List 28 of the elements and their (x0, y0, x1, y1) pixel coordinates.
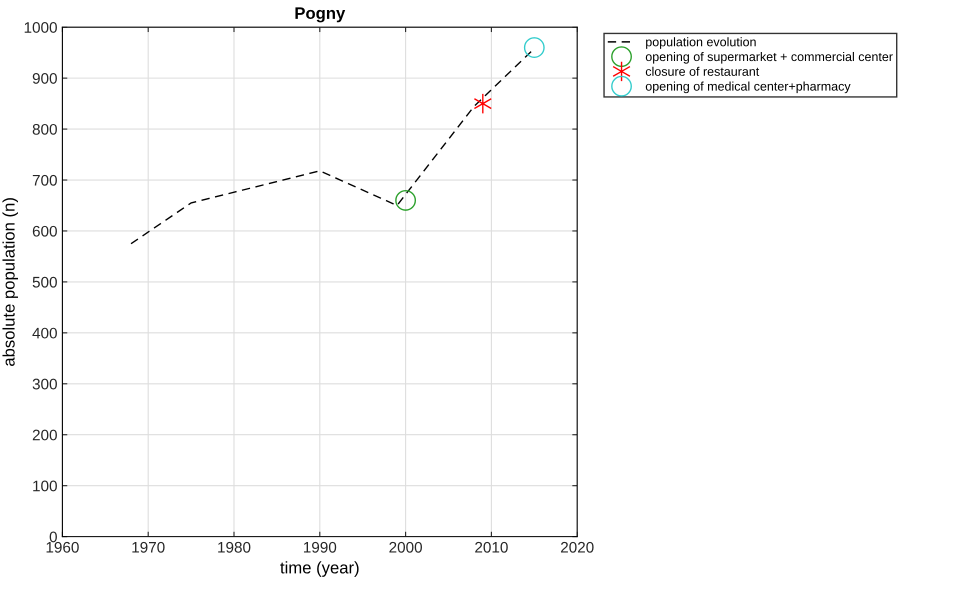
x-tick-label: 2020 (560, 542, 594, 553)
x-tick-label: 2000 (389, 542, 422, 553)
chart-title: Pogny (295, 7, 346, 22)
y-tick-label: 1000 (24, 22, 57, 33)
legend-label: closure of restaurant (646, 66, 760, 76)
x-tick-label: 1970 (132, 542, 165, 553)
x-tick-label: 1980 (218, 542, 250, 553)
y-tick-label: 700 (32, 174, 57, 186)
y-tick-label: 200 (32, 430, 57, 440)
point (474, 93, 492, 114)
y-tick-label: 500 (32, 276, 57, 288)
x-axis-title: time (year) (280, 561, 359, 577)
y-tick-label: 900 (32, 73, 57, 84)
legend-label: opening of medical center+pharmacy (646, 82, 851, 94)
y-tick-label: 400 (32, 328, 57, 339)
y-tick-label: 600 (32, 226, 57, 237)
y-tick-label: 800 (32, 124, 57, 135)
x-tick-label: 2010 (475, 542, 508, 553)
x-tick-label: 1990 (304, 542, 336, 553)
point (395, 190, 416, 211)
legend-label: population evolution (646, 37, 756, 49)
y-tick-label: 0 (50, 531, 57, 542)
legend-label: opening of supermarket + commercial center (646, 52, 893, 64)
y-tick-label: 300 (32, 378, 57, 390)
y-axis-title: absolute population (n) (2, 198, 18, 366)
x-tick-label: 1960 (46, 542, 79, 553)
y-tick-label: 100 (33, 480, 57, 492)
point (524, 37, 545, 58)
